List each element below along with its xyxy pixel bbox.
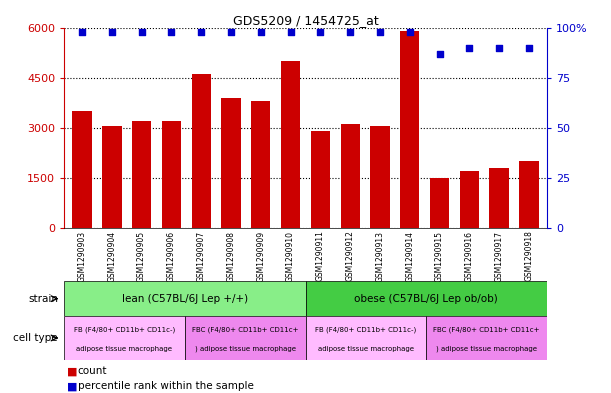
Bar	[306, 281, 547, 316]
Bar	[489, 168, 509, 228]
Text: obese (C57BL/6J Lep ob/ob): obese (C57BL/6J Lep ob/ob)	[354, 294, 498, 304]
Point	[434, 50, 444, 57]
Point	[405, 28, 415, 35]
Bar	[251, 101, 271, 228]
Bar	[64, 316, 185, 360]
Bar	[72, 111, 92, 228]
Text: strain: strain	[28, 294, 58, 304]
Text: GSM1290903: GSM1290903	[78, 231, 87, 282]
Text: GSM1290916: GSM1290916	[465, 231, 474, 282]
Text: adipose tissue macrophage: adipose tissue macrophage	[76, 346, 172, 352]
Text: GSM1290910: GSM1290910	[286, 231, 295, 282]
Text: count: count	[78, 366, 107, 376]
Text: GSM1290911: GSM1290911	[316, 231, 325, 281]
Bar	[311, 131, 330, 228]
Text: FB (F4/80+ CD11b+ CD11c-): FB (F4/80+ CD11b+ CD11c-)	[74, 327, 175, 333]
Bar	[185, 316, 306, 360]
Bar	[221, 98, 241, 228]
Bar	[306, 316, 426, 360]
Bar	[191, 74, 211, 228]
Text: ■: ■	[67, 381, 78, 391]
Text: FB (F4/80+ CD11b+ CD11c-): FB (F4/80+ CD11b+ CD11c-)	[315, 327, 417, 333]
Text: GSM1290918: GSM1290918	[524, 231, 533, 281]
Text: GSM1290906: GSM1290906	[167, 231, 176, 282]
Text: ) adipose tissue macrophage: ) adipose tissue macrophage	[195, 345, 296, 352]
Point	[107, 28, 117, 35]
Text: GSM1290909: GSM1290909	[256, 231, 265, 282]
Point	[464, 44, 474, 51]
Text: GSM1290908: GSM1290908	[227, 231, 235, 282]
Text: GSM1290905: GSM1290905	[137, 231, 146, 282]
Text: GSM1290917: GSM1290917	[495, 231, 503, 282]
Text: GDS5209 / 1454725_at: GDS5209 / 1454725_at	[233, 14, 378, 27]
Text: percentile rank within the sample: percentile rank within the sample	[78, 381, 254, 391]
Text: cell type: cell type	[13, 333, 58, 343]
Point	[494, 44, 504, 51]
Bar	[281, 61, 300, 228]
Point	[524, 44, 534, 51]
Text: adipose tissue macrophage: adipose tissue macrophage	[318, 346, 414, 352]
Point	[315, 28, 325, 35]
Text: GSM1290904: GSM1290904	[108, 231, 116, 282]
Bar	[132, 121, 152, 228]
Point	[286, 28, 296, 35]
Point	[77, 28, 87, 35]
Text: FBC (F4/80+ CD11b+ CD11c+: FBC (F4/80+ CD11b+ CD11c+	[433, 327, 540, 333]
Text: FBC (F4/80+ CD11b+ CD11c+: FBC (F4/80+ CD11b+ CD11c+	[192, 327, 298, 333]
Point	[167, 28, 177, 35]
Bar	[459, 171, 479, 228]
Bar	[430, 178, 449, 228]
Point	[256, 28, 266, 35]
Text: ) adipose tissue macrophage: ) adipose tissue macrophage	[436, 345, 537, 352]
Bar	[162, 121, 181, 228]
Text: ■: ■	[67, 366, 78, 376]
Text: GSM1290913: GSM1290913	[376, 231, 384, 282]
Bar	[370, 126, 390, 228]
Text: GSM1290907: GSM1290907	[197, 231, 206, 282]
Point	[345, 28, 355, 35]
Point	[137, 28, 147, 35]
Text: GSM1290912: GSM1290912	[346, 231, 355, 281]
Bar	[426, 316, 547, 360]
Text: lean (C57BL/6J Lep +/+): lean (C57BL/6J Lep +/+)	[122, 294, 248, 304]
Text: GSM1290914: GSM1290914	[405, 231, 414, 282]
Point	[226, 28, 236, 35]
Point	[196, 28, 206, 35]
Bar	[102, 126, 122, 228]
Bar	[519, 161, 539, 228]
Bar	[340, 124, 360, 228]
Bar	[64, 281, 306, 316]
Point	[375, 28, 385, 35]
Text: GSM1290915: GSM1290915	[435, 231, 444, 282]
Bar	[400, 31, 420, 228]
